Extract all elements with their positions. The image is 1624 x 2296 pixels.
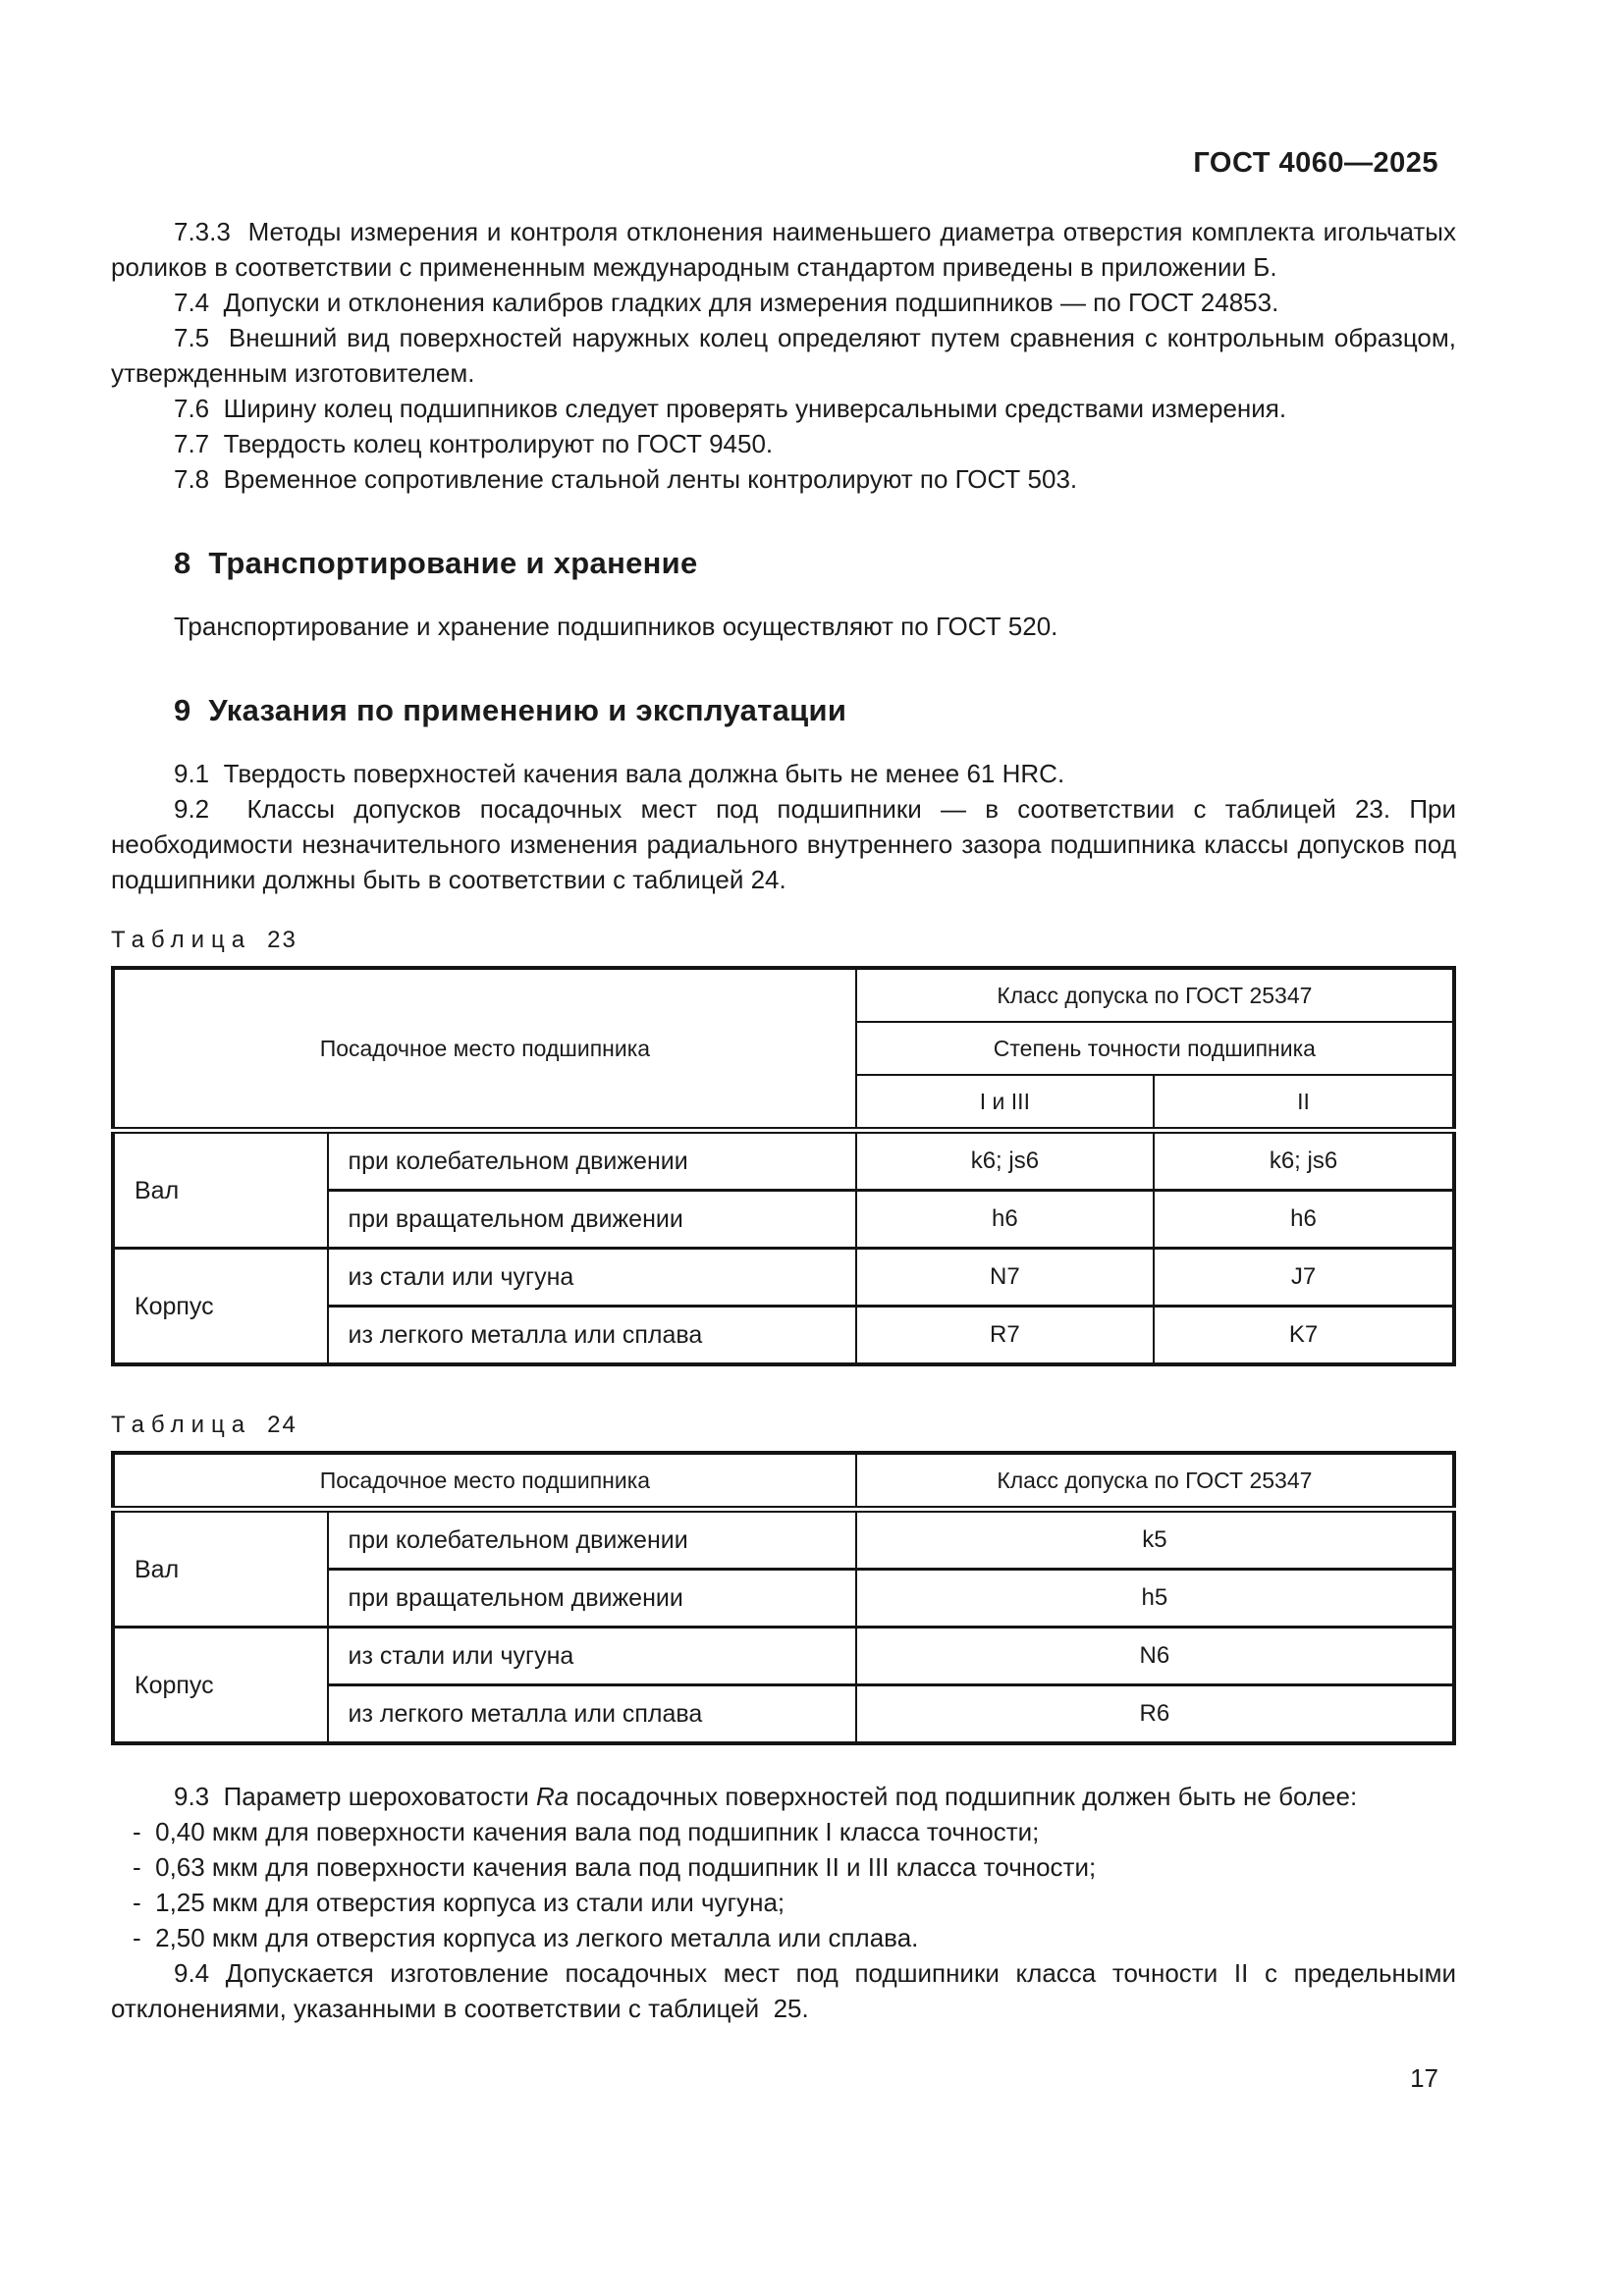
table-24-label-number: 24 <box>267 1412 298 1438</box>
table-24-header-seat: Посадочное место подшипника <box>112 1452 857 1513</box>
page-content: 7.3.3 Методы измерения и контроля отклон… <box>111 214 1456 2026</box>
table-24-header-tolerance-class: Класс допуска по ГОСТ 25347 <box>854 1452 1456 1513</box>
table-23-label-number: 23 <box>267 927 298 953</box>
list-item-roughness-4: - 2,50 мкм для отверстия корпуса из легк… <box>133 1923 919 1952</box>
table-row: при вращательном движении h5 <box>113 1568 1456 1629</box>
list-item-roughness-3: - 1,25 мкм для отверстия корпуса из стал… <box>133 1888 785 1917</box>
paragraph-8-1: Транспортирование и хранение подшипников… <box>174 612 1058 641</box>
paragraph-7-8: 7.8 Временное сопротивление стальной лен… <box>174 464 1078 494</box>
table-23-header-accuracy: Степень точности подшипника <box>854 1021 1456 1076</box>
page-number: 17 <box>1410 2063 1438 2093</box>
table-24-label: Таблица 24 <box>111 1412 1456 1439</box>
table-23-cond-0: при колебательном движении <box>326 1129 857 1192</box>
table-23-cond-3: из легкого металла или сплава <box>326 1305 857 1366</box>
table-23-label: Таблица 23 <box>111 927 1456 954</box>
table-row: Корпус из стали или чугуна N6 <box>112 1626 1456 1745</box>
table-24-group-shaft: Вал <box>112 1508 329 1629</box>
table-23-val-2-2: J7 <box>1153 1247 1455 1308</box>
table-row: из легкого металла или сплава R6 <box>113 1683 1456 1745</box>
table-23: Посадочное место подшипника Класс допуск… <box>111 966 1456 1366</box>
paragraph-9-3-prefix: 9.3 Параметр шероховатости <box>174 1782 536 1811</box>
table-23-cond-2: из стали или чугуна <box>326 1247 857 1308</box>
table-24: Посадочное место подшипника Класс допуск… <box>111 1451 1456 1745</box>
table-23-header-row-3: I и III II <box>113 1074 1455 1134</box>
table-23-header-row-2: Степень точности подшипника <box>113 1021 1456 1076</box>
section-8-heading: 8 Транспортирование и хранение <box>174 546 698 580</box>
table-row: из легкого металла или сплава R7 K7 <box>113 1305 1455 1366</box>
paragraph-9-3-suffix: посадочных поверхностей под подшипник до… <box>568 1782 1358 1811</box>
list-item-roughness-2: - 0,63 мкм для поверхности качения вала … <box>133 1852 1097 1882</box>
table-23-header-acc-1-3: I и III <box>854 1074 1156 1134</box>
table-row: при вращательном движении h6 h6 <box>113 1189 1455 1250</box>
table-23-label-word: Таблица <box>111 927 252 953</box>
table-row: Корпус из стали или чугуна N7 J7 <box>112 1247 1455 1366</box>
paragraph-9-4: 9.4 Допускается изготовление посадочных … <box>111 1958 1456 2023</box>
table-24-val-1: h5 <box>854 1568 1456 1629</box>
table-24-val-3: R6 <box>854 1683 1456 1745</box>
table-23-cond-1: при вращательном движении <box>326 1189 857 1250</box>
table-24-val-2: N6 <box>854 1626 1456 1686</box>
table-23-val-1-2: h6 <box>1153 1189 1455 1250</box>
paragraph-7-4: 7.4 Допуски и отклонения калибров гладки… <box>174 288 1279 317</box>
paragraph-9-3: 9.3 Параметр шероховатости Ra посадочных… <box>111 1779 1456 1814</box>
table-row: Вал при колебательном движении k5 <box>112 1508 1456 1629</box>
table-23-group-housing: Корпус <box>112 1247 329 1366</box>
table-24-cond-3: из легкого металла или сплава <box>326 1683 857 1745</box>
table-23-header-seat: Посадочное место подшипника <box>112 967 857 1134</box>
table-24-cond-2: из стали или чугуна <box>326 1626 857 1686</box>
table-23-val-0-2: k6; js6 <box>1153 1129 1455 1192</box>
table-23-val-2-1: N7 <box>854 1247 1156 1308</box>
table-23-val-1-1: h6 <box>854 1189 1156 1250</box>
table-24-header-row: Посадочное место подшипника Класс допуск… <box>112 1452 1456 1513</box>
table-23-group-shaft: Вал <box>112 1129 329 1250</box>
paragraph-7-5: 7.5 Внешний вид поверхностей наружных ко… <box>111 323 1456 388</box>
paragraph-7-3-3: 7.3.3 Методы измерения и контроля отклон… <box>111 217 1456 282</box>
paragraph-9-3-ra-symbol: Ra <box>535 1782 569 1811</box>
paragraph-9-1: 9.1 Твердость поверхностей качения вала … <box>174 759 1065 788</box>
table-23-val-3-2: K7 <box>1153 1305 1455 1366</box>
table-24-cond-1: при вращательном движении <box>326 1568 857 1629</box>
paragraph-7-6: 7.6 Ширину колец подшипников следует про… <box>174 394 1287 423</box>
paragraph-9-2: 9.2 Классы допусков посадочных мест под … <box>111 794 1456 894</box>
table-23-val-0-1: k6; js6 <box>854 1129 1156 1192</box>
table-24-val-0: k5 <box>854 1508 1456 1571</box>
table-23-header-row-1: Посадочное место подшипника Класс допуск… <box>112 967 1456 1134</box>
table-24-group-housing: Корпус <box>112 1626 329 1745</box>
paragraph-7-7: 7.7 Твердость колец контролируют по ГОСТ… <box>174 429 774 458</box>
table-24-cond-0: при колебательном движении <box>326 1508 857 1571</box>
table-23-header-tolerance-class: Класс допуска по ГОСТ 25347 <box>854 967 1456 1023</box>
table-24-label-word: Таблица <box>111 1412 252 1438</box>
table-row: Вал при колебательном движении k6; js6 k… <box>112 1129 1455 1250</box>
section-9-heading: 9 Указания по применению и эксплуатации <box>174 693 847 727</box>
list-item-roughness-1: - 0,40 мкм для поверхности качения вала … <box>133 1817 1040 1846</box>
table-23-header-acc-2: II <box>1153 1074 1455 1134</box>
table-23-val-3-1: R7 <box>854 1305 1156 1366</box>
doc-number-header: ГОСТ 4060—2025 <box>1193 147 1438 179</box>
